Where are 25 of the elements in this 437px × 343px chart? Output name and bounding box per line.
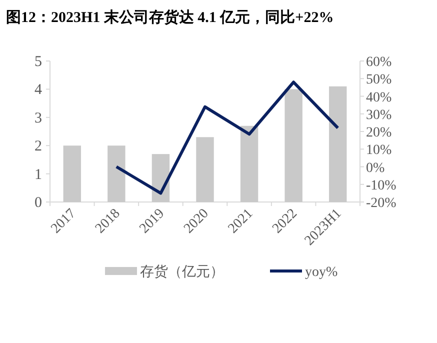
bar bbox=[329, 86, 347, 202]
y2-tick-label: 20% bbox=[366, 126, 392, 140]
bar bbox=[63, 146, 81, 202]
bar bbox=[196, 137, 214, 202]
y2-tick-label: 30% bbox=[366, 108, 392, 123]
line-series bbox=[114, 80, 340, 195]
y2-tick-label: 50% bbox=[366, 72, 392, 88]
y-tick-label: 1 bbox=[34, 166, 42, 183]
bar bbox=[284, 89, 302, 202]
y2-tick-label: 40% bbox=[366, 90, 392, 106]
y2-tick-label: 0% bbox=[366, 160, 385, 176]
y2-tick-label: -10% bbox=[366, 178, 397, 194]
legend-label: yoy% bbox=[305, 265, 338, 280]
bar bbox=[108, 146, 126, 202]
y-tick-label: 0 bbox=[34, 195, 42, 211]
y-tick-label: 5 bbox=[34, 54, 42, 70]
y2-tick-label: 10% bbox=[366, 143, 392, 158]
bar bbox=[240, 126, 258, 202]
chart-title: 图12：2023H1 末公司存货达 4.1 亿元，同比+22% bbox=[6, 9, 334, 26]
y-tick-label: 4 bbox=[34, 82, 42, 98]
legend-label: 存货（亿元） bbox=[140, 264, 224, 280]
y2-tick-label: 60% bbox=[366, 55, 392, 70]
y2-tick-label: -20% bbox=[366, 196, 397, 211]
y-tick-label: 2 bbox=[34, 138, 42, 155]
y-tick-label: 3 bbox=[34, 110, 42, 126]
